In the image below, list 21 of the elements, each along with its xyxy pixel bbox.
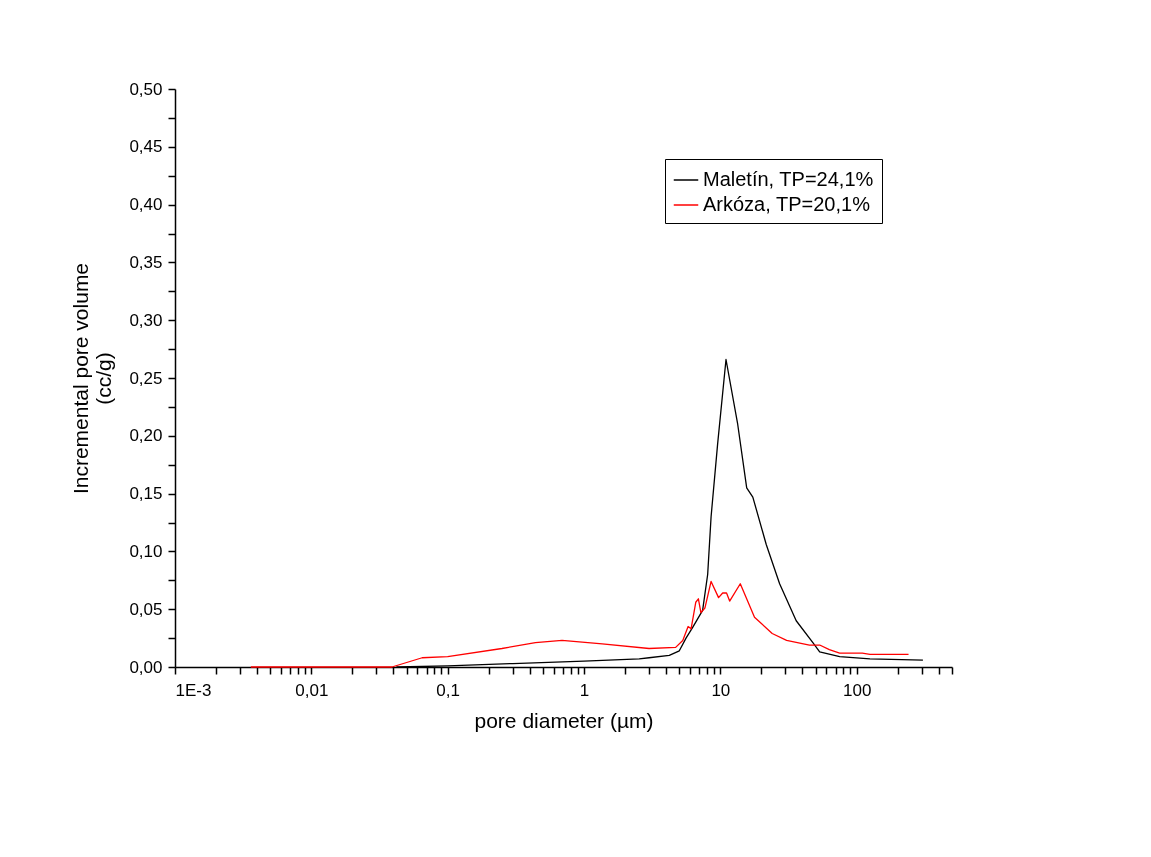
y-tick-label: 0,15 — [129, 484, 163, 504]
x-tick-label: 10 — [711, 680, 731, 700]
y-tick-label: 0,25 — [129, 368, 163, 388]
legend-label: Maletín, TP=24,1% — [703, 168, 874, 190]
y-tick-label: 0,30 — [129, 310, 163, 330]
y-tick-label: 0,05 — [129, 599, 163, 619]
x-tick-label: 1 — [579, 680, 590, 700]
x-tick-label: 100 — [843, 680, 872, 700]
x-axis-title: pore diameter (µm) — [474, 708, 654, 732]
y-tick-label: 0,00 — [129, 657, 163, 677]
y-axis-title: Incremental pore volume (cc/g) — [69, 262, 116, 495]
y-tick-label: 0,45 — [129, 137, 163, 157]
y-tick-label: 0,50 — [129, 79, 163, 99]
legend-label: Arkóza, TP=20,1% — [703, 193, 871, 215]
y-tick-label: 0,10 — [129, 541, 163, 561]
y-tick-label: 0,40 — [129, 195, 163, 215]
x-tick-label: 0,01 — [295, 680, 329, 700]
y-tick-label: 0,35 — [129, 252, 163, 272]
y-tick-label: 0,20 — [129, 426, 163, 446]
x-tick-label: 1E-3 — [175, 680, 212, 700]
x-tick-label: 0,1 — [436, 680, 460, 700]
